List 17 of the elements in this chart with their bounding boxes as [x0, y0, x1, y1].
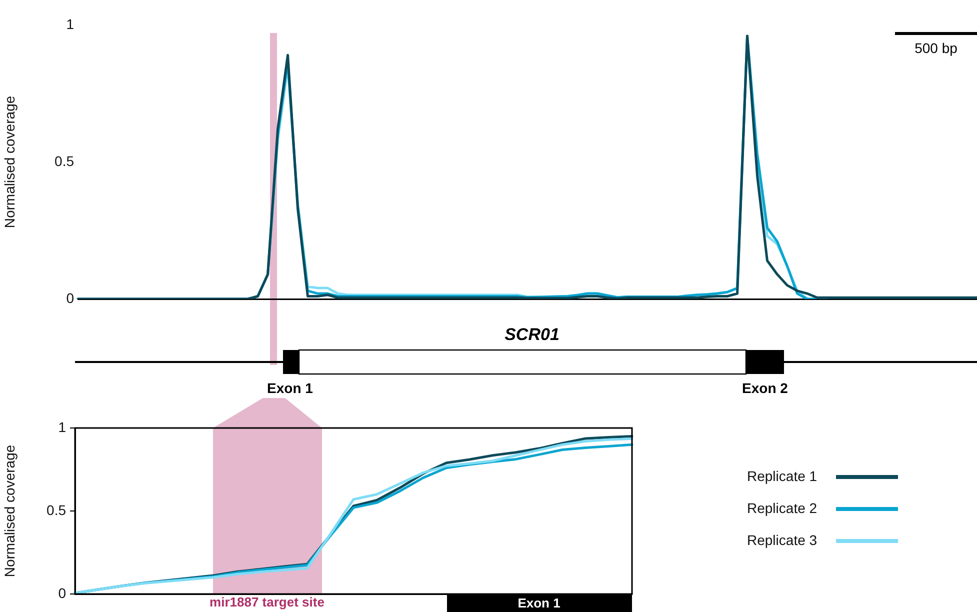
y-tick-label: 0.5 [54, 152, 74, 169]
y-axis-title: Normalised coverage [1, 96, 18, 228]
y-tick-label: 1 [58, 418, 66, 435]
text: Exon 1 [518, 596, 560, 610]
legend-label: Replicate 2 [747, 500, 818, 516]
y-tick-label: 0 [58, 584, 66, 601]
y-tick-label: 0.5 [46, 502, 66, 518]
text: mir1887 target site [210, 594, 324, 610]
legend-label: Replicate 3 [747, 532, 818, 548]
text: SCR01 [504, 325, 560, 345]
text: Exon 2 [742, 380, 788, 396]
y-tick-label: 1 [66, 16, 74, 32]
annotation: 500 bp [914, 40, 958, 56]
y-tick-label: 0 [66, 290, 74, 306]
text: Exon 1 [267, 380, 313, 396]
legend-label: Replicate 1 [747, 468, 818, 484]
y-axis-title: Normalised coverage [1, 444, 18, 578]
